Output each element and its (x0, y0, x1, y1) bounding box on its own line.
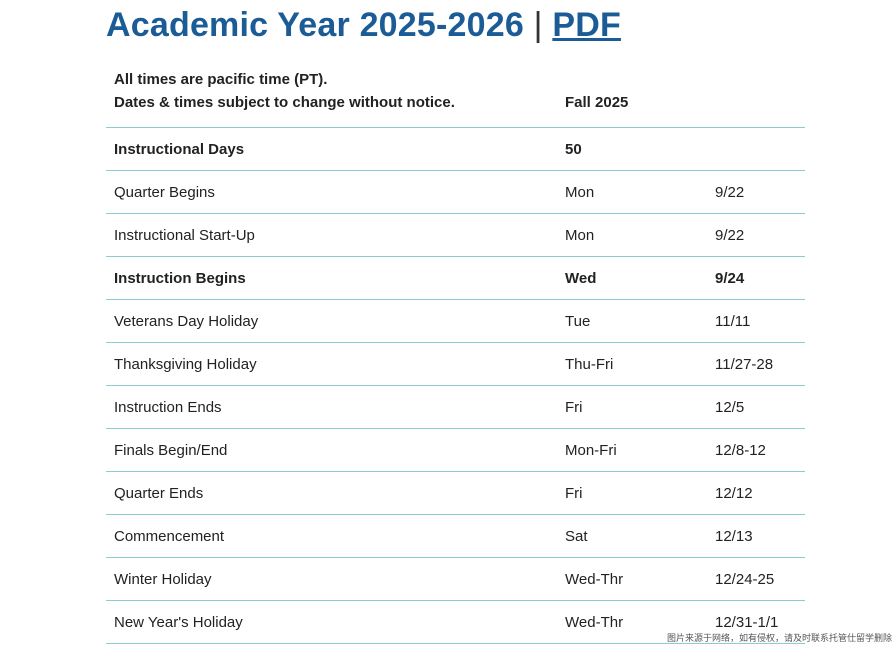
event-name: Instruction Begins (106, 256, 557, 300)
title-text: Academic Year 2025-2026 (106, 6, 524, 44)
note-row: Dates & times subject to change without … (106, 88, 805, 128)
event-day: Wed-Thr (557, 557, 707, 601)
event-date: 11/27-28 (707, 342, 805, 386)
event-date: 12/13 (707, 514, 805, 558)
event-name: Quarter Begins (106, 170, 557, 214)
event-day: 50 (557, 127, 707, 171)
event-name: Instruction Ends (106, 385, 557, 429)
event-name: Instructional Days (106, 127, 557, 171)
table-body: All times are pacific time (PT). Dates &… (106, 64, 805, 644)
cell (557, 64, 707, 88)
event-name: Commencement (106, 514, 557, 558)
title-separator: | (533, 6, 543, 44)
event-date: 9/22 (707, 170, 805, 214)
event-day: Tue (557, 299, 707, 343)
event-day: Sat (557, 514, 707, 558)
event-day: Wed (557, 256, 707, 300)
calendar-row: Winter Holiday Wed-Thr 12/24-25 (106, 557, 805, 601)
page-title: Academic Year 2025-2026 | PDF (106, 6, 621, 45)
calendar-row: Quarter Ends Fri 12/12 (106, 471, 805, 515)
event-date: 12/8-12 (707, 428, 805, 472)
event-day: Wed-Thr (557, 600, 707, 644)
event-date: 9/22 (707, 213, 805, 257)
event-date (707, 127, 805, 171)
event-day: Fri (557, 385, 707, 429)
calendar-row: Commencement Sat 12/13 (106, 514, 805, 558)
event-name: Quarter Ends (106, 471, 557, 515)
calendar-row: Thanksgiving Holiday Thu-Fri 11/27-28 (106, 342, 805, 386)
cell (707, 88, 805, 128)
event-date: 12/5 (707, 385, 805, 429)
note: All times are pacific time (PT). (114, 71, 328, 88)
event-date: 12/24-25 (707, 557, 805, 601)
note-row: All times are pacific time (PT). (106, 64, 805, 88)
event-day: Thu-Fri (557, 342, 707, 386)
event-name: Veterans Day Holiday (106, 299, 557, 343)
event-name: Finals Begin/End (106, 428, 557, 472)
event-name: Instructional Start-Up (106, 213, 557, 257)
event-day: Fri (557, 471, 707, 515)
event-name: Thanksgiving Holiday (106, 342, 557, 386)
term-header: Fall 2025 (557, 88, 707, 128)
calendar-row: Instruction Begins Wed 9/24 (106, 256, 805, 300)
event-date: 9/24 (707, 256, 805, 300)
event-name: New Year's Holiday (106, 600, 557, 644)
cell (707, 64, 805, 88)
calendar-row: Instruction Ends Fri 12/5 (106, 385, 805, 429)
calendar-row: Finals Begin/End Mon-Fri 12/8-12 (106, 428, 805, 472)
event-date: 12/12 (707, 471, 805, 515)
event-day: Mon-Fri (557, 428, 707, 472)
event-day: Mon (557, 213, 707, 257)
event-day: Mon (557, 170, 707, 214)
calendar-row: New Year's Holiday Wed-Thr 12/31-1/1 (106, 600, 805, 644)
event-name: Winter Holiday (106, 557, 557, 601)
calendar-table: All times are pacific time (PT). Dates &… (106, 64, 805, 644)
event-date: 12/31-1/1 (707, 600, 805, 644)
calendar-row: Quarter Begins Mon 9/22 (106, 170, 805, 214)
calendar-row: Veterans Day Holiday Tue 11/11 (106, 299, 805, 343)
calendar-row: Instructional Start-Up Mon 9/22 (106, 213, 805, 257)
event-date: 11/11 (707, 299, 805, 343)
watermark: 图片来源于网络，如有侵权，请及时联系托管仕留学删除 (666, 633, 892, 643)
calendar-row: Instructional Days 50 (106, 127, 805, 171)
pdf-link[interactable]: PDF (552, 6, 621, 44)
note: Dates & times subject to change without … (106, 88, 557, 128)
